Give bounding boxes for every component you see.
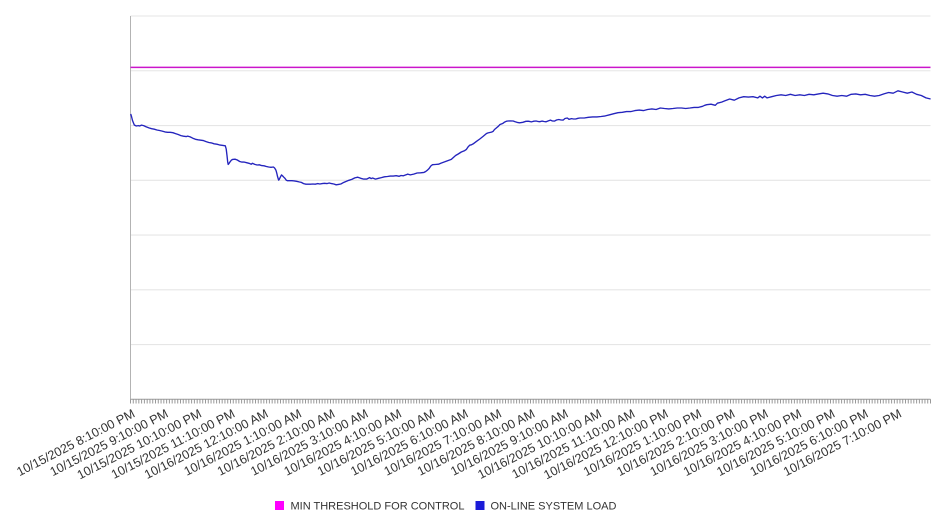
svg-text:ON-LINE SYSTEM LOAD: ON-LINE SYSTEM LOAD xyxy=(491,501,617,513)
svg-text:MIN THRESHOLD FOR CONTROL: MIN THRESHOLD FOR CONTROL xyxy=(291,501,465,513)
